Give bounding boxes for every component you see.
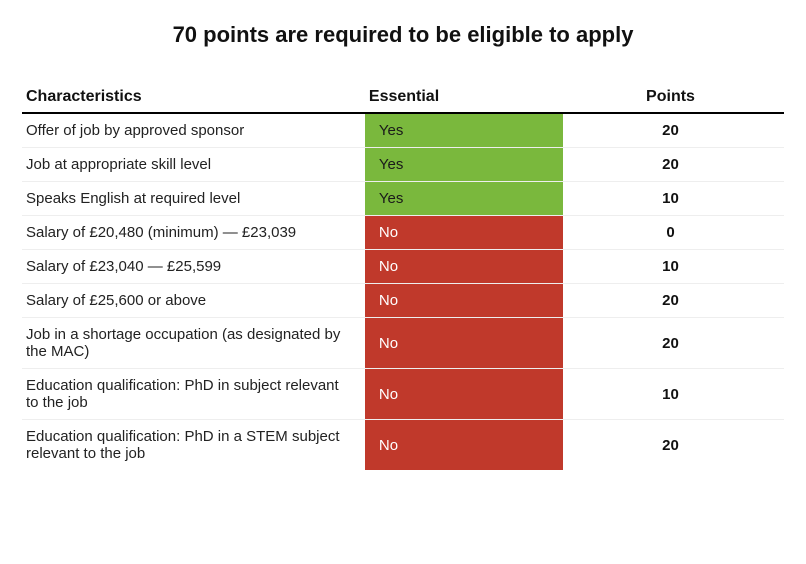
- cell-essential: Yes: [365, 148, 563, 182]
- cell-points: 20: [563, 420, 784, 471]
- cell-characteristic: Salary of £20,480 (minimum) — £23,039: [22, 216, 365, 250]
- cell-characteristic: Education qualification: PhD in subject …: [22, 369, 365, 420]
- cell-essential: No: [365, 420, 563, 471]
- cell-points: 0: [563, 216, 784, 250]
- cell-essential: No: [365, 216, 563, 250]
- cell-points: 20: [563, 318, 784, 369]
- cell-points: 20: [563, 284, 784, 318]
- cell-characteristic: Speaks English at required level: [22, 182, 365, 216]
- page-container: 70 points are required to be eligible to…: [0, 0, 806, 480]
- cell-essential: Yes: [365, 113, 563, 148]
- cell-points: 10: [563, 250, 784, 284]
- table-row: Salary of £20,480 (minimum) — £23,039No0: [22, 216, 784, 250]
- cell-essential: No: [365, 318, 563, 369]
- cell-points: 20: [563, 113, 784, 148]
- page-title: 70 points are required to be eligible to…: [22, 22, 784, 48]
- cell-characteristic: Salary of £25,600 or above: [22, 284, 365, 318]
- table-row: Salary of £25,600 or aboveNo20: [22, 284, 784, 318]
- table-row: Salary of £23,040 — £25,599No10: [22, 250, 784, 284]
- cell-points: 20: [563, 148, 784, 182]
- table-row: Job at appropriate skill levelYes20: [22, 148, 784, 182]
- cell-essential: Yes: [365, 182, 563, 216]
- points-table: Characteristics Essential Points Offer o…: [22, 84, 784, 470]
- cell-essential: No: [365, 250, 563, 284]
- col-header-points: Points: [563, 84, 784, 113]
- cell-essential: No: [365, 369, 563, 420]
- col-header-essential: Essential: [365, 84, 563, 113]
- table-row: Job in a shortage occupation (as designa…: [22, 318, 784, 369]
- cell-points: 10: [563, 182, 784, 216]
- table-row: Education qualification: PhD in a STEM s…: [22, 420, 784, 471]
- table-header-row: Characteristics Essential Points: [22, 84, 784, 113]
- cell-characteristic: Salary of £23,040 — £25,599: [22, 250, 365, 284]
- cell-points: 10: [563, 369, 784, 420]
- table-row: Offer of job by approved sponsorYes20: [22, 113, 784, 148]
- table-row: Education qualification: PhD in subject …: [22, 369, 784, 420]
- cell-characteristic: Education qualification: PhD in a STEM s…: [22, 420, 365, 471]
- col-header-characteristics: Characteristics: [22, 84, 365, 113]
- cell-characteristic: Offer of job by approved sponsor: [22, 113, 365, 148]
- cell-essential: No: [365, 284, 563, 318]
- cell-characteristic: Job at appropriate skill level: [22, 148, 365, 182]
- table-row: Speaks English at required levelYes10: [22, 182, 784, 216]
- cell-characteristic: Job in a shortage occupation (as designa…: [22, 318, 365, 369]
